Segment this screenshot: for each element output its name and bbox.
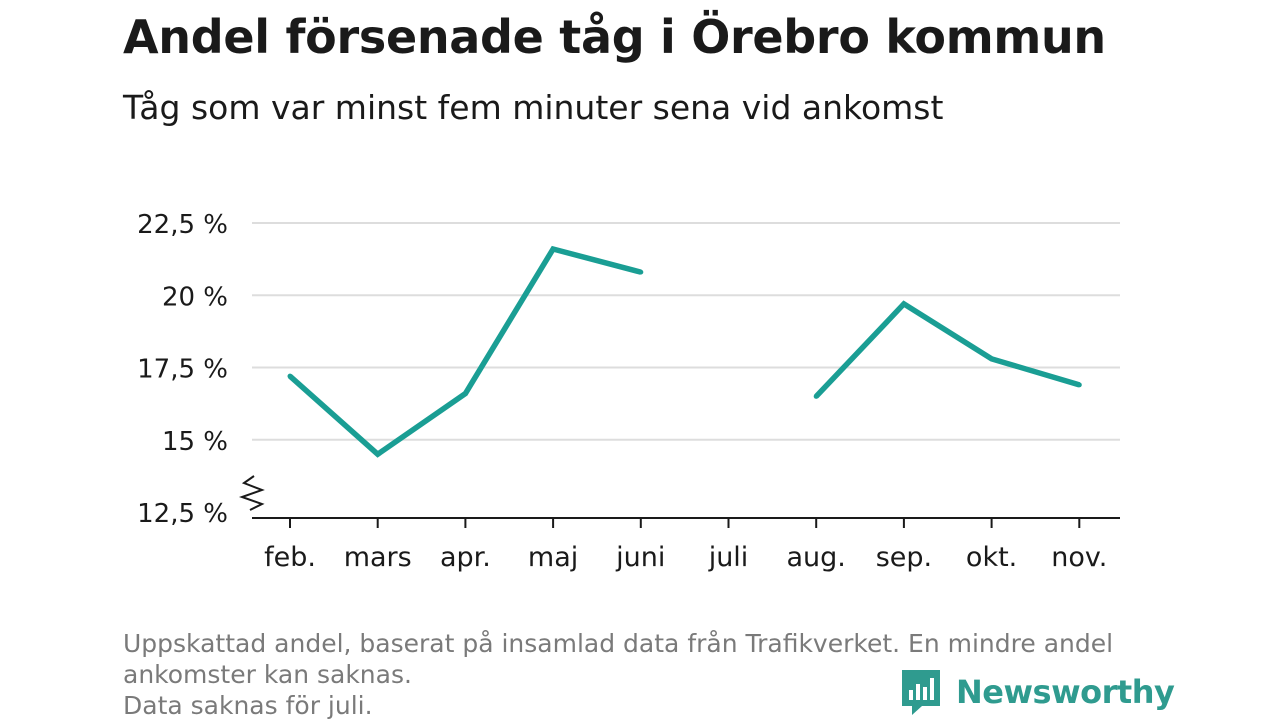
data-point xyxy=(287,373,293,379)
x-tick-label: okt. xyxy=(966,542,1017,573)
series-line xyxy=(814,300,1081,399)
brand: Newsworthy xyxy=(900,668,1175,716)
data-point xyxy=(375,451,381,457)
x-tick-label: maj xyxy=(528,542,578,573)
y-tick-label: 17,5 % xyxy=(137,355,228,385)
x-tick-label: juli xyxy=(708,542,749,573)
data-point xyxy=(901,301,907,307)
x-tick-label: juni xyxy=(615,542,665,573)
x-tick-label: mars xyxy=(344,542,412,573)
line-chart: 12,5 % 15 % 17,5 % 20 % 22,5 % feb. mars apr. ma… xyxy=(137,210,1120,573)
x-tick-label: sep. xyxy=(876,542,932,573)
x-tick-label: nov. xyxy=(1051,542,1107,573)
chart-title: Andel försenade tåg i Örebro kommun xyxy=(123,10,1106,64)
footnote-line-2: ankomster kan saknas. xyxy=(123,660,412,689)
y-tick-label: 12,5 % xyxy=(137,499,228,529)
x-tick-label: aug. xyxy=(787,542,846,573)
footnote-line-3: Data saknas för juli. xyxy=(123,691,373,720)
chart-subtitle: Tåg som var minst fem minuter sena vid a… xyxy=(123,88,944,127)
y-tick-label: 15 % xyxy=(162,427,228,457)
footnote: Uppskattad andel, baserat på insamlad da… xyxy=(123,628,1153,721)
axis-break-icon xyxy=(238,475,265,511)
brand-name: Newsworthy xyxy=(956,673,1175,711)
data-point xyxy=(462,391,468,397)
newsworthy-logo-icon xyxy=(902,670,940,715)
series-line xyxy=(288,245,642,458)
data-point xyxy=(550,246,556,252)
x-tick-label: feb. xyxy=(264,542,316,573)
footnote-line-1: Uppskattad andel, baserat på insamlad da… xyxy=(123,629,1114,658)
y-tick-label: 22,5 % xyxy=(137,210,228,240)
data-point xyxy=(813,393,819,399)
data-point xyxy=(989,356,995,362)
x-tick-label: apr. xyxy=(440,542,491,573)
data-point xyxy=(1076,382,1082,388)
y-tick-label: 20 % xyxy=(162,282,228,312)
data-point xyxy=(638,269,644,275)
